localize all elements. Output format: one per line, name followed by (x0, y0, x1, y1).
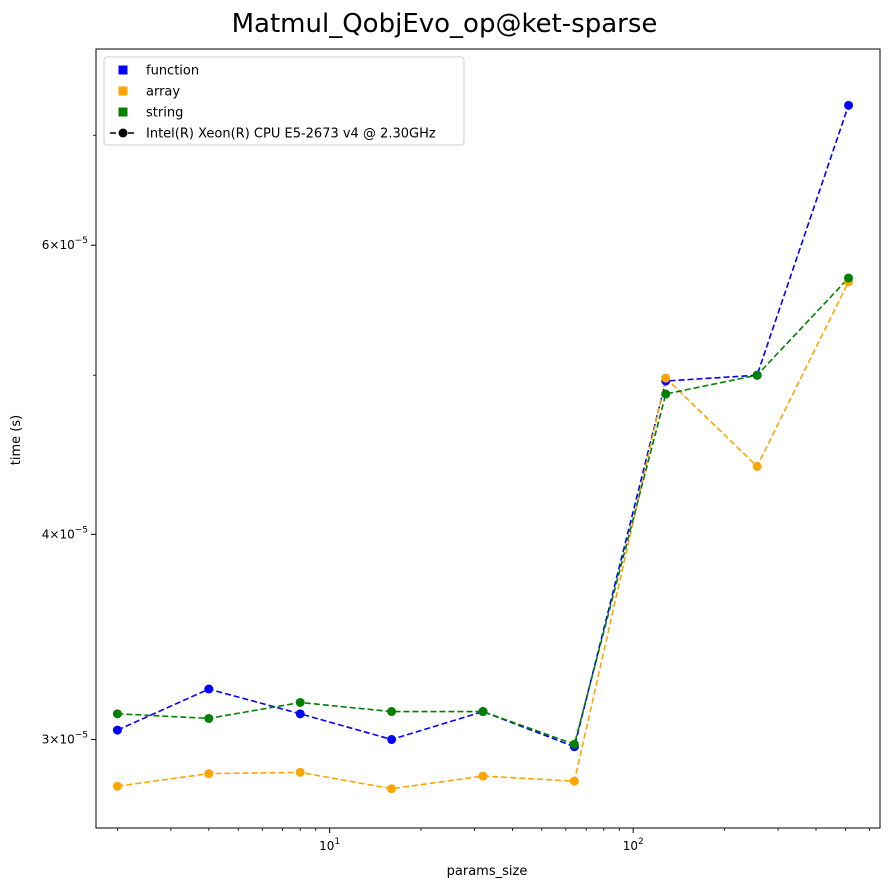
y-axis: 3×10−54×10−56×10−5 (42, 134, 96, 747)
data-point-array (112, 781, 122, 791)
y-tick-exponent: −5 (75, 236, 88, 246)
legend-label: array (146, 85, 180, 100)
series-line-array (117, 281, 850, 790)
data-point-string (112, 709, 122, 719)
data-point-string (752, 370, 762, 380)
x-tick-base: 10 (623, 839, 638, 853)
legend-marker (118, 65, 128, 75)
data-point-function (204, 684, 214, 694)
series-line-string (117, 277, 850, 746)
data-point-string (569, 739, 579, 749)
y-tick-mantissa: 4×10 (42, 527, 75, 541)
legend-label: Intel(R) Xeon(R) CPU E5-2673 v4 @ 2.30GH… (146, 127, 436, 142)
plot-frame (95, 48, 881, 829)
series-layer (112, 100, 854, 794)
chart-title: Matmul_QobjEvo_op@ket-sparse (232, 9, 658, 39)
legend-label: string (146, 106, 183, 121)
data-point-string (478, 707, 488, 717)
data-point-function (387, 735, 397, 745)
legend-box (103, 56, 465, 146)
legend-marker (118, 86, 128, 96)
data-point-array (752, 461, 762, 471)
data-point-function (844, 100, 854, 110)
y-axis-label: time (s) (9, 415, 24, 465)
legend-marker (118, 128, 128, 138)
x-axis: 101 102 (117, 828, 870, 853)
data-point-array (478, 771, 488, 781)
data-point-string (387, 707, 397, 717)
y-tick-label: 4×10−5 (42, 525, 88, 541)
data-point-function (295, 709, 305, 719)
data-point-array (569, 776, 579, 786)
data-point-array (295, 767, 305, 777)
series-line-function (117, 105, 850, 748)
data-point-string (295, 697, 305, 707)
data-point-array (204, 769, 214, 779)
legend: function array string Intel(R) Xeon(R) CPU … (103, 56, 465, 146)
y-tick-mantissa: 6×10 (42, 238, 75, 252)
data-point-array (661, 373, 671, 383)
data-point-string (844, 273, 854, 283)
x-axis-label: params_size (447, 864, 528, 879)
data-point-array (387, 784, 397, 794)
y-tick-exponent: −5 (75, 525, 88, 535)
data-point-string (204, 713, 214, 723)
x-tick-exponent: 2 (638, 837, 644, 847)
legend-marker (118, 107, 128, 117)
y-tick-exponent: −5 (75, 731, 88, 741)
data-point-function (112, 725, 122, 735)
x-tick-label: 102 (623, 837, 644, 853)
x-tick-label: 101 (319, 837, 340, 853)
x-tick-base: 10 (319, 839, 334, 853)
y-tick-label: 3×10−5 (42, 731, 88, 747)
y-tick-label: 6×10−5 (42, 236, 88, 252)
data-point-string (661, 389, 671, 399)
legend-label: function (146, 64, 199, 79)
y-tick-mantissa: 3×10 (42, 733, 75, 747)
x-tick-exponent: 1 (334, 837, 340, 847)
